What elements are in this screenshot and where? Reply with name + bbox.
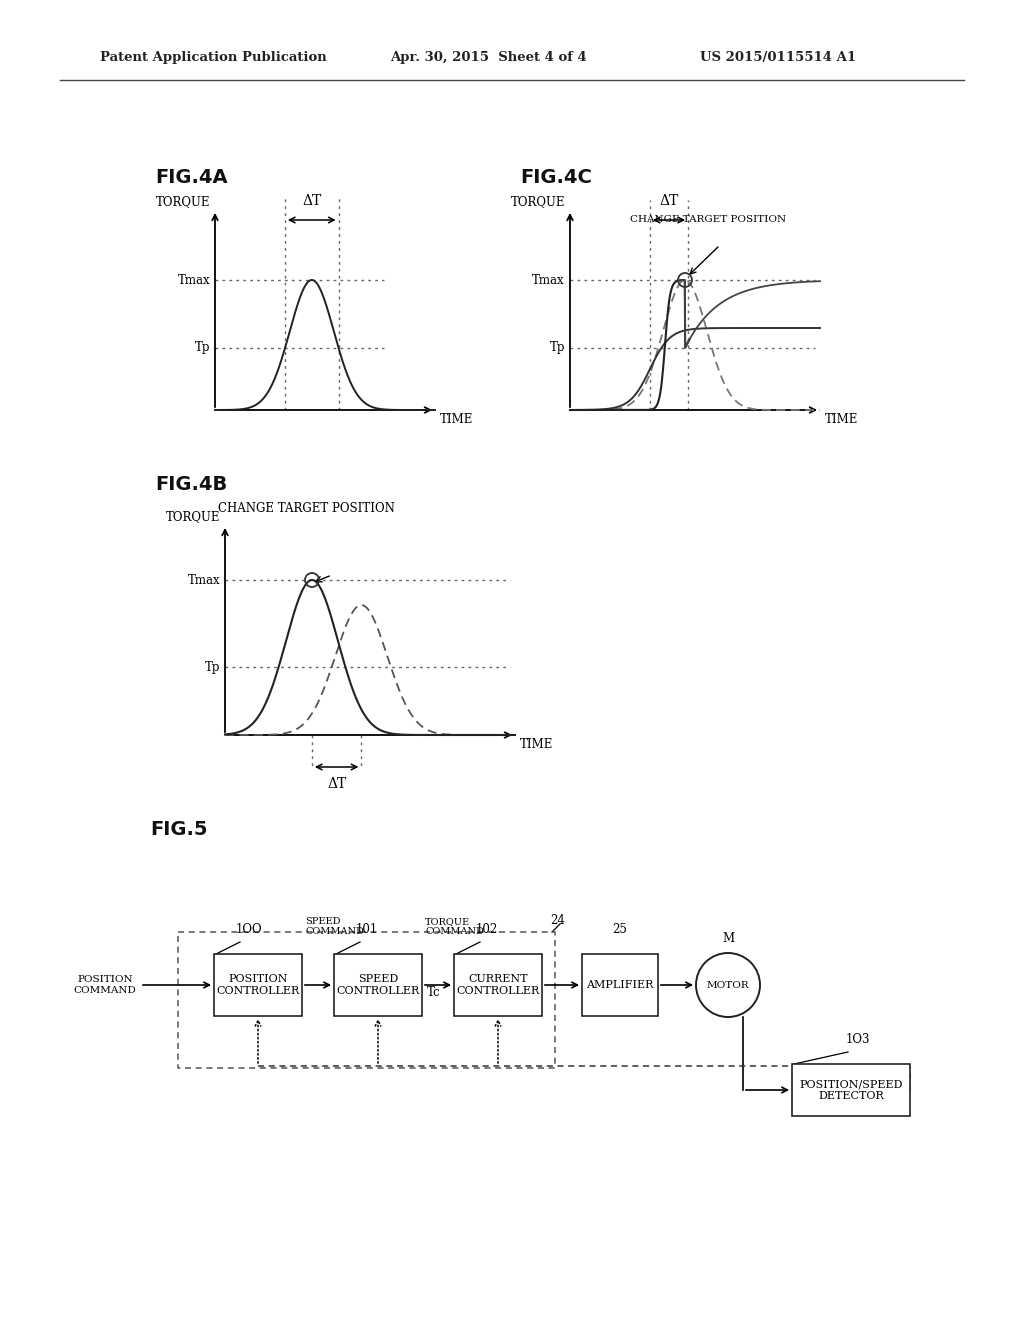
Text: Tmax: Tmax	[187, 573, 220, 586]
Text: POSITION
CONTROLLER: POSITION CONTROLLER	[216, 974, 300, 995]
Text: Tc: Tc	[427, 986, 440, 999]
Text: POSITION
COMMAND: POSITION COMMAND	[74, 975, 136, 995]
Text: TORQUE
COMMAND: TORQUE COMMAND	[425, 916, 484, 936]
Text: Tmax: Tmax	[177, 273, 210, 286]
Text: TIME: TIME	[825, 413, 858, 426]
Text: SPEED
CONTROLLER: SPEED CONTROLLER	[336, 974, 420, 995]
Text: AMPLIFIER: AMPLIFIER	[587, 979, 653, 990]
Text: Tp: Tp	[550, 342, 565, 355]
Text: SPEED
COMMAND: SPEED COMMAND	[305, 916, 364, 936]
Text: FIG.4A: FIG.4A	[155, 168, 227, 187]
Text: 102: 102	[476, 923, 499, 936]
Text: Tp: Tp	[205, 660, 220, 673]
Text: CHANGE TARGET POSITION: CHANGE TARGET POSITION	[218, 502, 395, 515]
Text: Tmax: Tmax	[532, 273, 565, 286]
Text: Patent Application Publication: Patent Application Publication	[100, 51, 327, 65]
FancyBboxPatch shape	[792, 1064, 910, 1115]
Text: CURRENT
CONTROLLER: CURRENT CONTROLLER	[457, 974, 540, 995]
Text: Tp: Tp	[195, 342, 210, 355]
Text: TIME: TIME	[440, 413, 473, 426]
Text: POSITION/SPEED
DETECTOR: POSITION/SPEED DETECTOR	[800, 1080, 903, 1101]
Text: M: M	[722, 932, 734, 945]
Text: ΔT: ΔT	[302, 194, 322, 209]
FancyBboxPatch shape	[334, 954, 422, 1016]
FancyBboxPatch shape	[582, 954, 658, 1016]
Text: 25: 25	[612, 923, 628, 936]
Text: 24: 24	[550, 913, 565, 927]
Text: FIG.4B: FIG.4B	[155, 475, 227, 494]
Text: FIG.5: FIG.5	[150, 820, 208, 840]
Text: TORQUE: TORQUE	[511, 195, 565, 209]
FancyBboxPatch shape	[214, 954, 302, 1016]
Text: MOTOR: MOTOR	[707, 981, 750, 990]
Text: ΔT: ΔT	[659, 194, 679, 209]
Text: FIG.4C: FIG.4C	[520, 168, 592, 187]
Text: TIME: TIME	[520, 738, 553, 751]
Text: 1OO: 1OO	[236, 923, 262, 936]
FancyBboxPatch shape	[454, 954, 542, 1016]
Text: 101: 101	[356, 923, 378, 936]
Circle shape	[696, 953, 760, 1016]
Text: TORQUE: TORQUE	[166, 510, 220, 523]
Text: ΔT: ΔT	[327, 777, 346, 791]
Text: US 2015/0115514 A1: US 2015/0115514 A1	[700, 51, 856, 65]
Text: Apr. 30, 2015  Sheet 4 of 4: Apr. 30, 2015 Sheet 4 of 4	[390, 51, 587, 65]
Text: CHANGE TARGET POSITION: CHANGE TARGET POSITION	[630, 215, 786, 224]
Text: TORQUE: TORQUE	[156, 195, 210, 209]
Text: 1O3: 1O3	[846, 1034, 870, 1045]
